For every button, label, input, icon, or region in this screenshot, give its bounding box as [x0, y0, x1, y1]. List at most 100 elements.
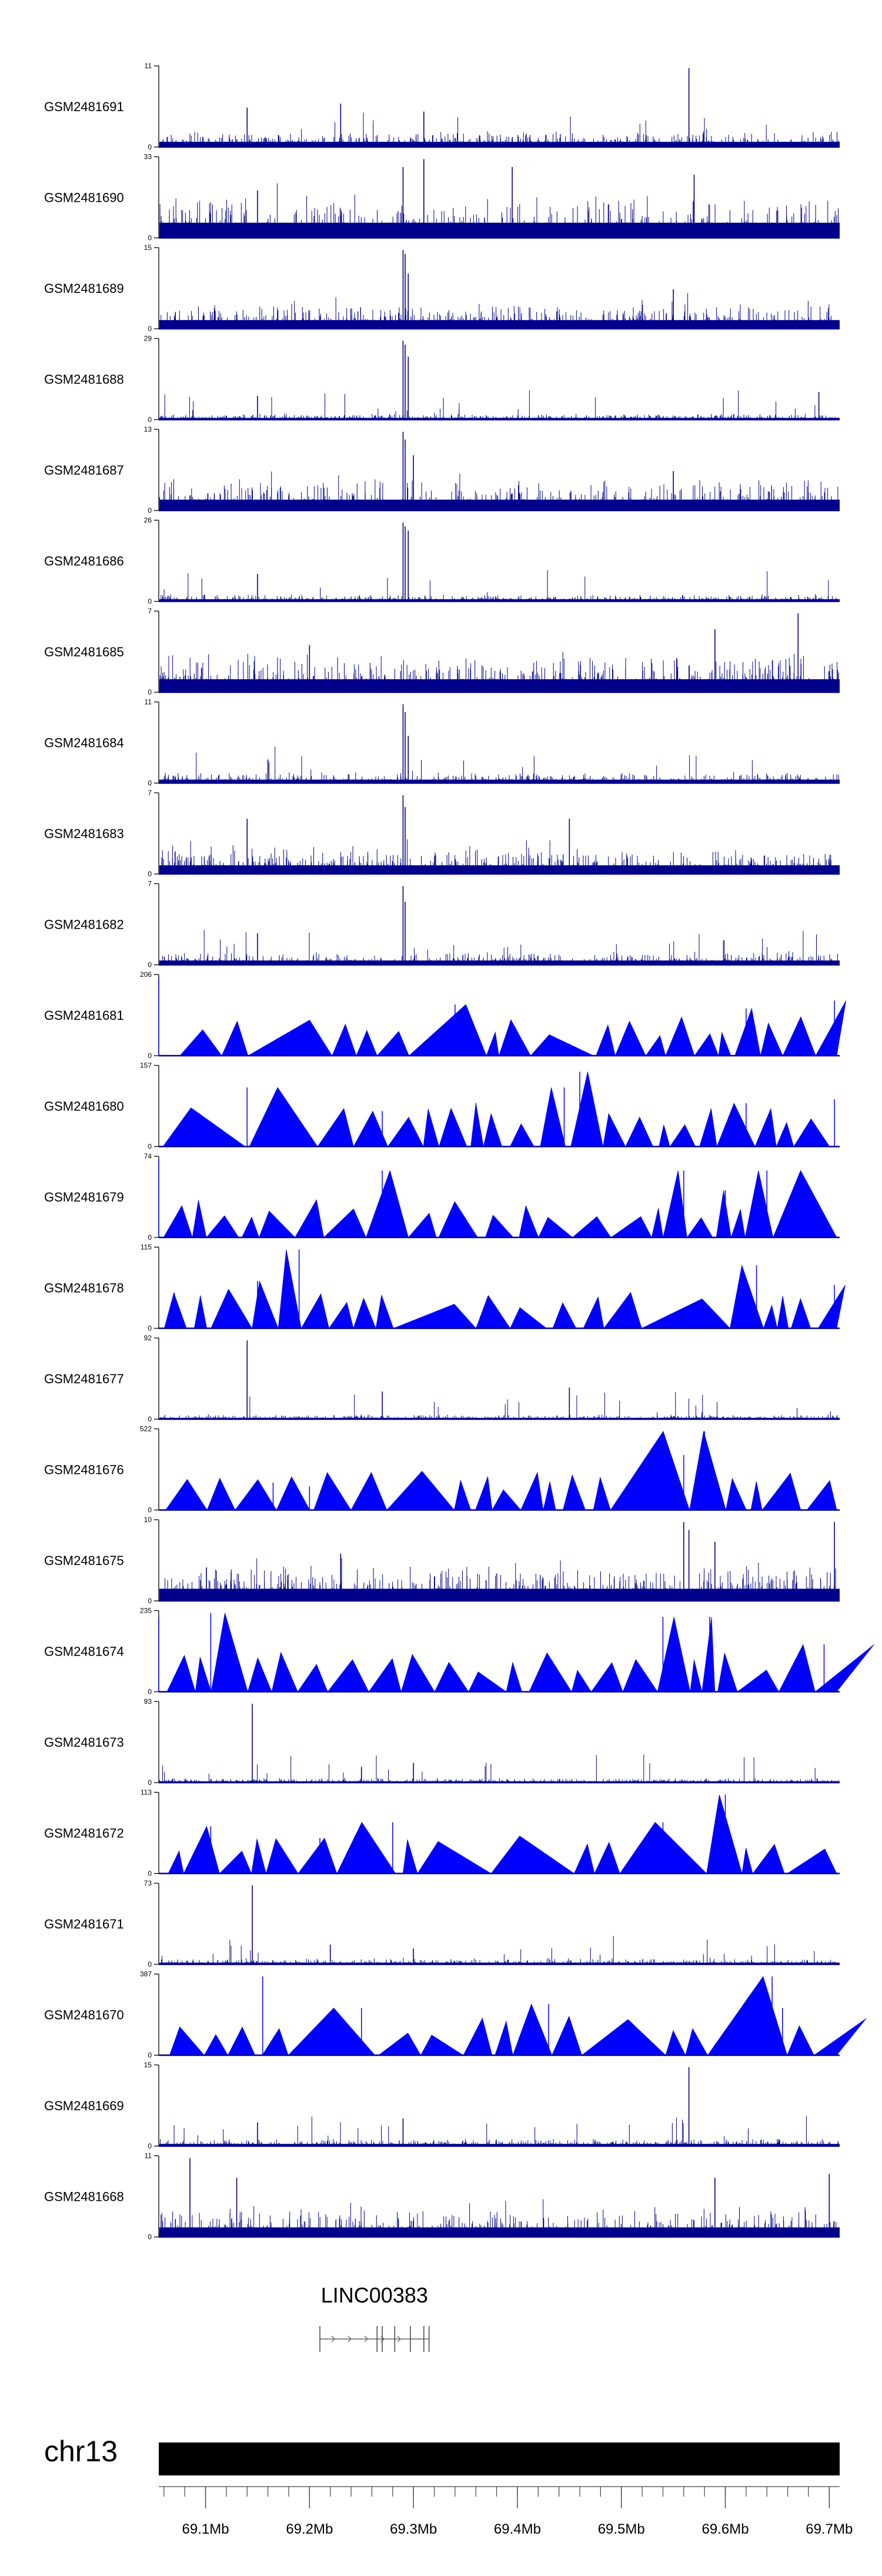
- strand-arrow: [397, 2335, 401, 2343]
- y-max-label: 92: [144, 1334, 152, 1342]
- signal-bars: [159, 746, 839, 783]
- track-label: GSM2481675: [44, 1553, 124, 1568]
- gene-annotation-track: LINC00383: [319, 2283, 430, 2352]
- y-zero-label: 0: [148, 143, 152, 151]
- y-max-label: 11: [145, 698, 152, 706]
- track-label: GSM2481690: [44, 191, 124, 205]
- y-zero-label: 0: [148, 2142, 152, 2150]
- track-label: GSM2481673: [44, 1735, 124, 1750]
- track-label: GSM2481669: [44, 2098, 124, 2113]
- signal-area: [162, 1072, 830, 1147]
- axis-tick-label: 69.2Mb: [286, 2521, 333, 2537]
- track-GSM2481670: GSM2481670 387 0: [44, 1970, 867, 2060]
- signal-bars: [161, 1392, 839, 1419]
- track-GSM2481683: GSM2481683 7 0: [44, 789, 840, 878]
- axis-tick-label: 69.1Mb: [182, 2521, 229, 2537]
- y-zero-label: 0: [148, 1143, 152, 1151]
- track-GSM2481671: GSM2481671 73 0: [44, 1879, 840, 1968]
- y-max-label: 29: [144, 335, 152, 343]
- track-label: GSM2481683: [44, 826, 124, 841]
- y-max-label: 11: [145, 62, 152, 70]
- y-max-label: 15: [144, 2061, 152, 2069]
- track-GSM2481681: GSM2481681 206 0: [44, 970, 847, 1060]
- signal-bars: [159, 570, 838, 602]
- signal-baseline-band: [159, 418, 840, 420]
- track-GSM2481688: GSM2481688 29 0: [44, 335, 840, 424]
- y-max-label: 74: [144, 1152, 152, 1160]
- y-zero-label: 0: [148, 1233, 152, 1242]
- axis-tick-label: 69.7Mb: [806, 2521, 853, 2537]
- track-GSM2481669: GSM2481669 15 0: [44, 2061, 840, 2150]
- axis-tick-label: 69.3Mb: [390, 2521, 437, 2537]
- track-label: GSM2481672: [44, 1826, 124, 1841]
- y-zero-label: 0: [148, 870, 152, 878]
- signal-tracks: GSM2481691110GSM2481690330GSM2481689150G…: [44, 62, 874, 2241]
- y-zero-label: 0: [148, 1324, 152, 1333]
- chromosome-bar: [159, 2442, 840, 2475]
- signal-bars: [161, 1936, 836, 1964]
- y-max-label: 93: [144, 1697, 152, 1706]
- signal-bars: [161, 112, 839, 147]
- track-label: GSM2481668: [44, 2190, 124, 2204]
- y-max-label: 33: [144, 153, 152, 161]
- axis-tick-label: 69.6Mb: [701, 2521, 749, 2537]
- track-GSM2481668: GSM2481668 11 0: [44, 2152, 840, 2241]
- signal-bars: [159, 930, 839, 965]
- signal-bars: [160, 390, 840, 420]
- y-zero-label: 0: [148, 1870, 152, 1878]
- y-max-label: 387: [140, 1970, 152, 1978]
- signal-area: [165, 1430, 837, 1511]
- track-label: GSM2481679: [44, 1190, 124, 1204]
- track-label: GSM2481686: [44, 554, 124, 569]
- signal-bars: [160, 2116, 839, 2146]
- track-GSM2481676: GSM2481676 522 0: [44, 1425, 840, 1514]
- y-zero-label: 0: [148, 2233, 152, 2241]
- y-zero-label: 0: [148, 779, 152, 788]
- track-GSM2481689: GSM2481689 15 0: [44, 243, 840, 333]
- y-zero-label: 0: [148, 1778, 152, 1787]
- y-max-label: 7: [148, 607, 152, 615]
- track-label: GSM2481684: [44, 736, 124, 750]
- signal-baseline-band: [159, 599, 840, 602]
- y-max-label: 26: [144, 516, 152, 525]
- y-max-label: 157: [140, 1062, 152, 1070]
- track-GSM2481690: GSM2481690 33 0: [44, 153, 840, 242]
- y-max-label: 13: [144, 425, 152, 433]
- signal-baseline-band: [159, 1963, 840, 1964]
- y-zero-label: 0: [148, 688, 152, 696]
- y-zero-label: 0: [148, 598, 152, 606]
- y-zero-label: 0: [148, 1415, 152, 1423]
- axis-tick-label: 69.4Mb: [494, 2521, 541, 2537]
- y-zero-label: 0: [148, 1688, 152, 1696]
- signal-area: [179, 1000, 847, 1057]
- track-label: GSM2481689: [44, 281, 124, 296]
- y-zero-label: 0: [148, 2051, 152, 2060]
- track-label: GSM2481674: [44, 1644, 124, 1659]
- strand-arrow: [364, 2335, 368, 2343]
- y-zero-label: 0: [148, 506, 152, 515]
- signal-baseline-band: [159, 222, 840, 238]
- track-label: GSM2481676: [44, 1463, 124, 1477]
- y-max-label: 235: [140, 1607, 152, 1615]
- y-zero-label: 0: [148, 416, 152, 424]
- track-GSM2481678: GSM2481678 115 0: [44, 1243, 846, 1333]
- track-GSM2481684: GSM2481684 11 0: [44, 698, 840, 788]
- chromosome-axis: chr13 69.1Mb 69.2Mb 69.3Mb 69.4Mb 69.5Mb 69.6…: [44, 2435, 853, 2537]
- signal-area: [164, 1249, 846, 1329]
- track-GSM2481677: GSM2481677 92 0: [44, 1334, 840, 1423]
- track-GSM2481682: GSM2481682 7 0: [44, 880, 840, 969]
- track-label: GSM2481671: [44, 1917, 124, 1931]
- signal-area: [168, 1794, 837, 1874]
- signal-baseline-band: [159, 2144, 840, 2146]
- track-label: GSM2481688: [44, 372, 124, 387]
- y-zero-label: 0: [148, 234, 152, 242]
- signal-bars: [159, 471, 838, 510]
- signal-bars: [159, 2199, 840, 2237]
- track-GSM2481680: GSM2481680 157 0: [44, 1062, 840, 1151]
- track-GSM2481673: GSM2481673 93 0: [44, 1697, 840, 1787]
- y-max-label: 113: [141, 1788, 152, 1797]
- y-max-label: 15: [144, 243, 152, 252]
- track-label: GSM2481670: [44, 2008, 124, 2023]
- y-max-label: 522: [140, 1425, 152, 1433]
